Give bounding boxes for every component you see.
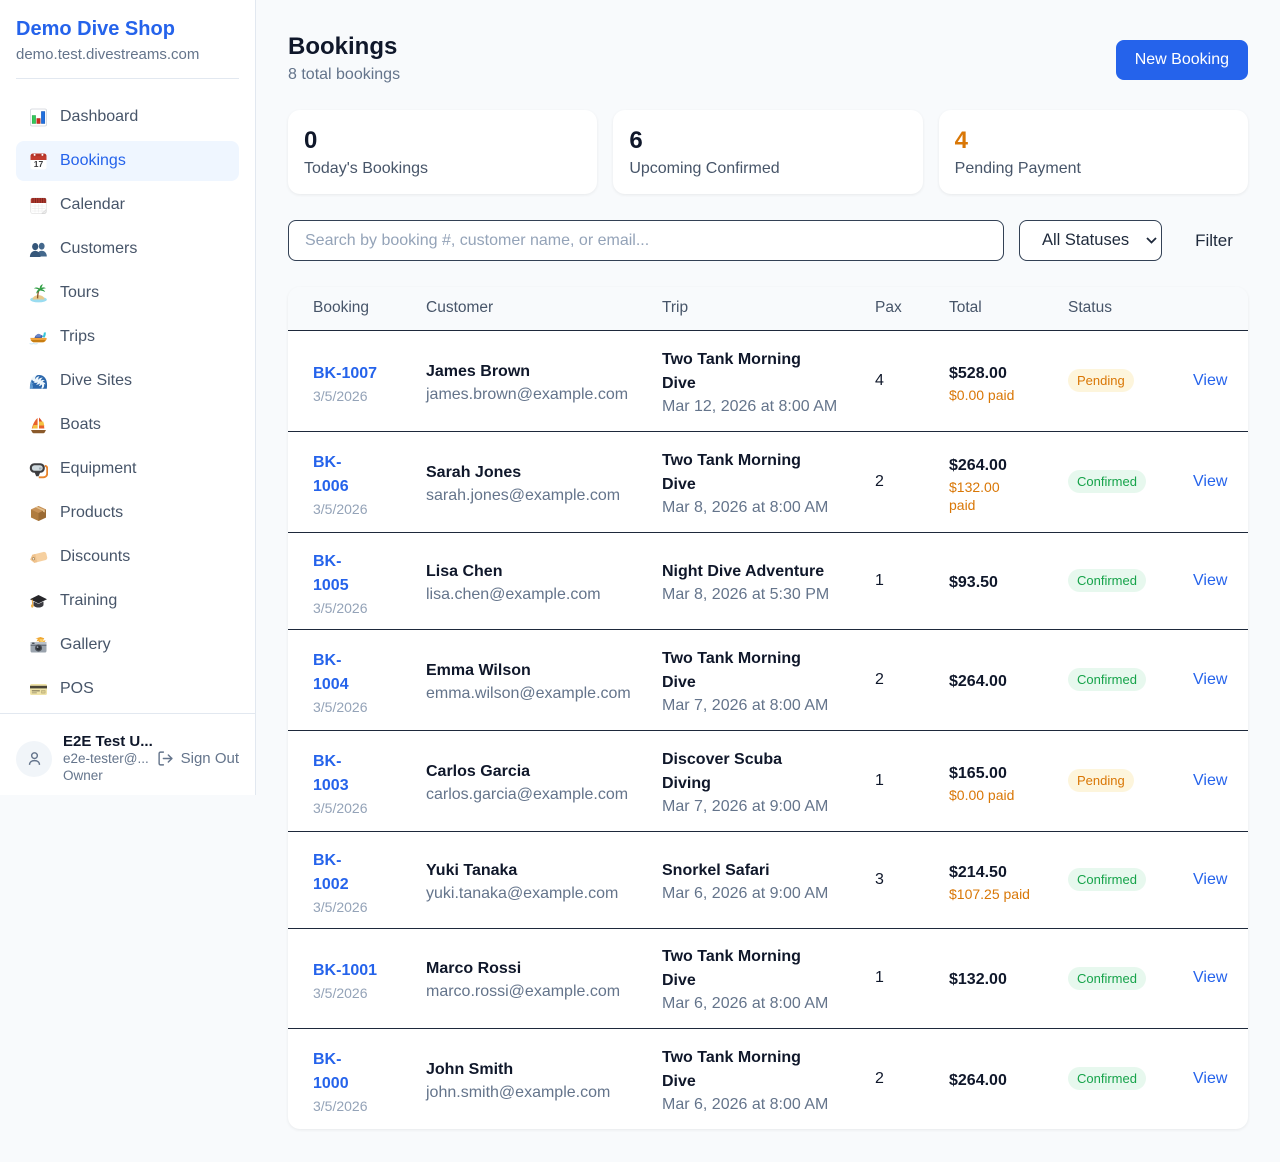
svg-text:17: 17 xyxy=(34,159,44,169)
